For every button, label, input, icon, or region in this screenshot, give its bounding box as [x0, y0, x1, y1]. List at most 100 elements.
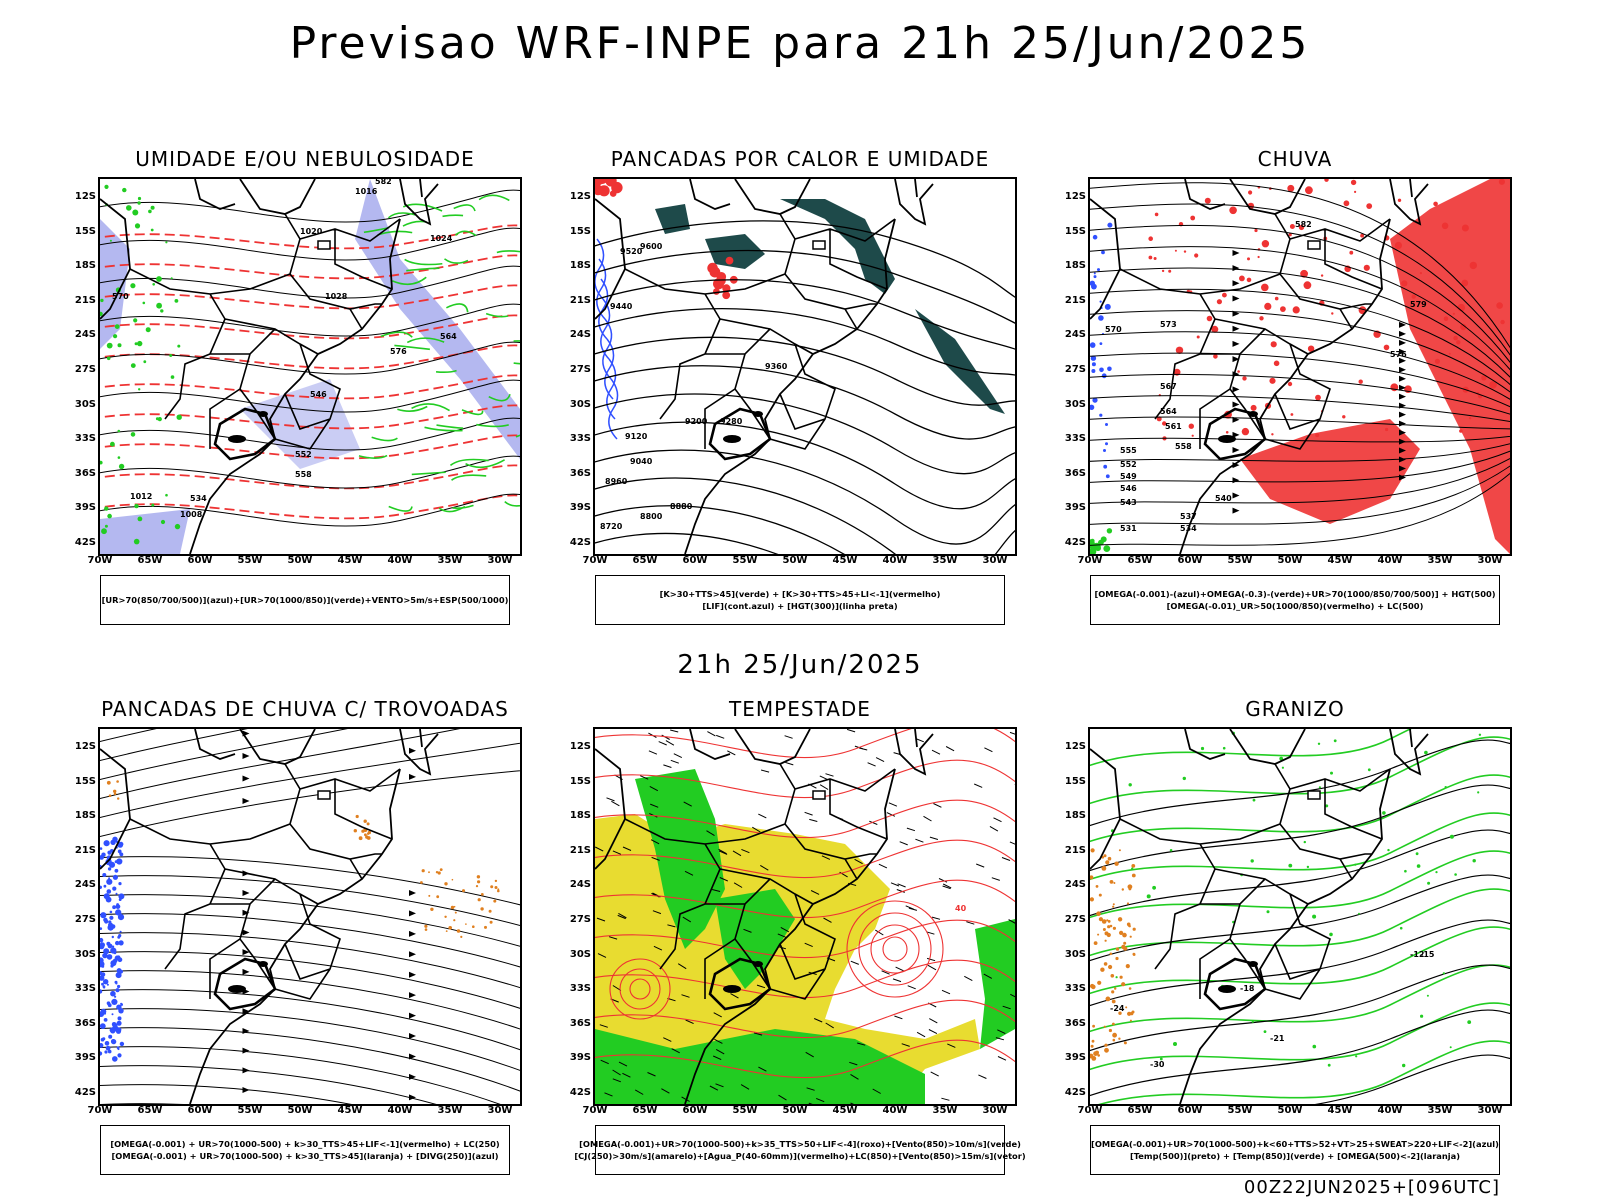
coastline — [1090, 729, 1429, 1104]
streamline — [100, 1084, 352, 1104]
rain-dot-red — [1307, 345, 1315, 352]
instability-dot-orange — [490, 885, 494, 889]
longitude-label: 50W — [1277, 1105, 1303, 1116]
rain-dot-red — [1259, 316, 1264, 321]
humidity-dot-green — [155, 417, 159, 421]
wind-vector — [595, 846, 604, 852]
contour-label: 546 — [310, 390, 327, 399]
divg-dot-blue — [114, 868, 119, 873]
longitude-label: 35W — [437, 555, 463, 566]
omega500-dot-orange — [1131, 864, 1136, 868]
humidity-dot-green — [130, 363, 136, 368]
wind-vector — [976, 863, 985, 868]
pressure-contour — [100, 455, 520, 489]
latitude-label: 30S — [569, 398, 591, 410]
rain-dot-red — [1271, 433, 1274, 436]
panel-chuva: CHUVA 582 579 576 573 570 567 564 561 558 555 552 5… — [1060, 147, 1530, 632]
divg-dot-blue — [100, 912, 107, 919]
legend-line: [LIF](cont.azul) + [HGT(300)](linha pret… — [702, 601, 898, 611]
divg-dot-blue — [112, 1022, 117, 1028]
wind-vector — [819, 775, 829, 781]
streamline-lc850 — [595, 799, 1015, 839]
latitude-label: 24S — [74, 879, 96, 891]
streamline-arrow — [242, 1087, 250, 1094]
wind-vector — [804, 942, 813, 948]
omega500-dot-orange — [1130, 1011, 1134, 1016]
rain-dot-red — [1274, 296, 1279, 301]
instability-dot-orange — [484, 925, 487, 929]
omega500-dot-orange — [1104, 1047, 1109, 1053]
instability-dot-orange — [477, 880, 481, 884]
streamline-arrow — [1399, 321, 1406, 328]
humidity-dot-green — [177, 344, 181, 348]
wind-vector — [809, 818, 818, 822]
divg-dot-blue — [111, 998, 118, 1005]
wind-vector — [878, 863, 888, 869]
streamline-arrow — [409, 930, 416, 937]
rain-dot-red — [1270, 341, 1277, 348]
state-borders — [129, 213, 401, 450]
wind-vector — [813, 1018, 823, 1023]
longitude-label: 55W — [732, 1105, 758, 1116]
streamline-lc850 — [595, 1039, 1015, 1079]
instability-dot-orange — [488, 909, 492, 913]
instability-dot-orange — [113, 789, 117, 793]
contour-label: 576 — [390, 347, 407, 356]
temp850-dot-green — [1173, 1042, 1177, 1046]
latitude-label: 36S — [1064, 1017, 1086, 1029]
omega500-dot-orange — [1112, 1022, 1115, 1026]
streamline-arrow — [242, 1027, 250, 1034]
lagoon — [1218, 985, 1236, 993]
instability-dot-orange — [444, 915, 447, 918]
humidity-contour-green — [454, 230, 477, 237]
temp850-dot-green — [1318, 786, 1321, 789]
humidity-dot-green — [134, 342, 138, 346]
omega500-dot-orange — [1127, 884, 1133, 890]
wind-vector — [716, 734, 725, 739]
longitude-label: 50W — [782, 555, 808, 566]
streamline-arrow — [242, 890, 250, 897]
humidity-dot-green — [114, 324, 120, 329]
legend-line: [CJ(250)>30m/s](amarelo)+[Agua_P(40-60mm… — [574, 1151, 1026, 1161]
rain-dot-red — [1292, 306, 1300, 314]
wind-vector — [989, 825, 999, 832]
contour-label: 549 — [1120, 472, 1137, 481]
omega-dot-blue — [1098, 315, 1104, 321]
omega500-dot-orange — [1105, 860, 1110, 865]
panel-title: PANCADAS DE CHUVA C/ TROVOADAS — [101, 697, 509, 721]
instability-dot-orange — [454, 911, 457, 914]
wind-vector — [715, 1048, 725, 1055]
omega-dot-green — [1095, 545, 1101, 552]
wind-vector — [760, 769, 770, 773]
omega500-dot-orange — [1111, 990, 1115, 994]
latitude-label: 27S — [1064, 364, 1086, 375]
humidity-contour-green — [411, 471, 446, 476]
divg-dot-blue — [113, 951, 117, 955]
streamline — [1090, 472, 1510, 546]
divg-dot-blue — [117, 849, 122, 854]
humidity-dot-green — [118, 463, 125, 470]
wind-vector — [901, 1043, 910, 1047]
divg-dot-blue — [107, 1049, 112, 1054]
temp850-dot-green — [1222, 746, 1226, 750]
omega500-dot-orange — [1118, 1037, 1121, 1040]
panel-tempestade: TEMPESTADE 40 [OMEGA(-0.001)+UR>70(1000-… — [565, 697, 1035, 1182]
streamline-arrow — [1232, 386, 1240, 393]
uruguay-border — [1203, 407, 1267, 461]
wind-vector — [752, 826, 761, 833]
rain-dot-red — [1461, 224, 1469, 232]
latitude-label: 42S — [1064, 537, 1086, 548]
longitude-label: 40W — [1377, 555, 1403, 566]
wind-vector — [805, 1051, 814, 1058]
instability-dot-orange — [421, 869, 425, 873]
federal-district — [812, 790, 826, 800]
temp850-dot-green — [1472, 859, 1476, 863]
contour-label: 570 — [1105, 325, 1122, 334]
omega-dot-blue — [1101, 373, 1107, 379]
streamline-arrow — [1399, 348, 1406, 355]
contour-label: 9040 — [630, 457, 653, 466]
omega500-dot-orange — [1112, 903, 1115, 906]
streamline — [1090, 450, 1510, 483]
rain-dot-red — [1358, 379, 1363, 384]
streamline-arrow — [242, 752, 250, 759]
